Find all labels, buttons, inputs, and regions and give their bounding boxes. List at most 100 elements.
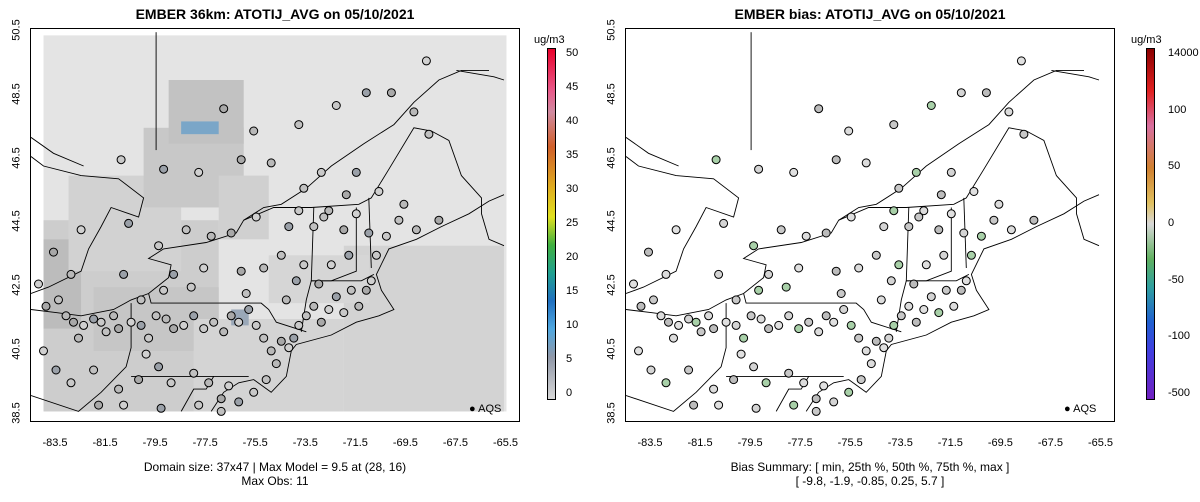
aqs-site-marker-icon <box>134 375 144 385</box>
aqs-site-marker-icon <box>204 378 214 388</box>
aqs-site-marker-icon <box>754 285 764 295</box>
aqs-site-marker-icon <box>844 387 854 397</box>
aqs-site-marker-icon <box>351 167 361 177</box>
aqs-site-marker-icon <box>839 305 849 314</box>
aqs-site-marker-icon <box>434 215 444 225</box>
aqs-site-marker-icon <box>761 378 771 388</box>
aqs-site-marker-icon <box>819 381 829 391</box>
boundary-line <box>838 127 1100 247</box>
model-grid-cell <box>218 175 269 240</box>
left-colorbar-label: 10 <box>566 319 579 331</box>
aqs-site-marker-icon <box>234 397 244 407</box>
aqs-site-marker-icon <box>889 120 899 130</box>
right-x-tick-label: -71.5 <box>937 437 963 449</box>
aqs-site-marker-icon <box>669 333 678 343</box>
aqs-site-marker-icon <box>644 247 653 257</box>
right-colorbar <box>1146 48 1155 400</box>
left-y-tick-label: 46.5 <box>10 146 23 169</box>
left-y-tick-label: 38.5 <box>10 401 23 424</box>
right-x-tick-label: -67.5 <box>1037 437 1063 449</box>
right-caption-line2: [ -9.8, -1.9, -0.85, 0.25, 5.7 ] <box>795 474 945 488</box>
aqs-site-marker-icon <box>89 365 99 375</box>
aqs-site-marker-icon <box>911 317 921 327</box>
aqs-site-marker-icon <box>691 317 701 327</box>
aqs-site-marker-icon <box>169 324 179 334</box>
aqs-site-marker-icon <box>244 305 254 314</box>
right-map-frame: ● AQS <box>625 28 1115 422</box>
right-y-tick-label: 46.5 <box>605 146 618 169</box>
aqs-site-marker-icon <box>151 311 161 321</box>
aqs-site-marker-icon <box>361 88 371 98</box>
left-colorbar-label: 5 <box>566 353 573 365</box>
aqs-site-marker-icon <box>804 317 814 327</box>
aqs-site-marker-icon <box>271 359 281 369</box>
aqs-site-marker-icon <box>961 276 971 286</box>
right-colorbar-label: 50 <box>1168 160 1181 173</box>
aqs-site-marker-icon <box>216 406 226 416</box>
aqs-site-marker-icon <box>836 289 846 298</box>
aqs-site-marker-icon <box>276 336 286 346</box>
aqs-site-marker-icon <box>324 305 334 314</box>
aqs-site-marker-icon <box>689 400 699 410</box>
aqs-site-marker-icon <box>309 301 319 311</box>
aqs-site-marker-icon <box>919 206 929 216</box>
aqs-site-marker-icon <box>844 126 854 136</box>
aqs-site-marker-icon <box>969 187 979 196</box>
aqs-site-marker-icon <box>309 222 319 232</box>
boundary-line <box>905 207 952 282</box>
aqs-site-marker-icon <box>74 333 83 343</box>
aqs-site-marker-icon <box>189 311 199 321</box>
aqs-site-marker-icon <box>224 381 234 391</box>
right-x-tick-label: -77.5 <box>787 437 813 449</box>
aqs-site-marker-icon <box>894 260 904 270</box>
boundary-line <box>1051 69 1100 81</box>
aqs-site-marker-icon <box>871 336 881 346</box>
aqs-site-marker-icon <box>136 320 146 330</box>
left-map-frame: ● AQS <box>30 28 520 422</box>
aqs-site-marker-icon <box>299 183 309 193</box>
aqs-site-marker-icon <box>126 317 136 327</box>
aqs-site-marker-icon <box>234 317 244 327</box>
aqs-site-marker-icon <box>814 327 824 337</box>
aqs-site-marker-icon <box>649 295 658 305</box>
aqs-site-marker-icon <box>364 228 374 238</box>
aqs-legend-dot-icon: ● <box>1064 403 1071 415</box>
aqs-site-marker-icon <box>89 314 99 324</box>
left-y-tick-label: 44.5 <box>10 210 23 233</box>
aqs-site-marker-icon <box>281 295 291 305</box>
aqs-site-marker-icon <box>946 167 956 177</box>
aqs-site-marker-icon <box>981 88 991 98</box>
aqs-site-marker-icon <box>794 324 804 334</box>
boundary-line <box>148 293 307 333</box>
boundary-line <box>310 207 357 282</box>
aqs-site-marker-icon <box>919 305 929 314</box>
aqs-site-marker-icon <box>696 327 706 337</box>
aqs-site-marker-icon <box>811 406 821 416</box>
boundary-line <box>743 293 902 333</box>
aqs-site-marker-icon <box>374 187 384 196</box>
aqs-site-marker-icon <box>764 324 774 334</box>
aqs-site-marker-icon <box>351 209 361 219</box>
aqs-site-marker-icon <box>51 365 61 375</box>
right-legend: ● AQS <box>1064 403 1096 415</box>
left-colorbar-label: 45 <box>566 81 579 93</box>
aqs-site-marker-icon <box>1016 56 1026 66</box>
left-colorbar-unit: ug/m3 <box>534 34 565 46</box>
aqs-site-marker-icon <box>1029 215 1039 225</box>
aqs-site-marker-icon <box>339 225 349 235</box>
aqs-site-marker-icon <box>731 320 741 330</box>
aqs-site-marker-icon <box>101 327 111 337</box>
aqs-site-marker-icon <box>671 225 681 235</box>
aqs-site-marker-icon <box>209 317 219 327</box>
aqs-site-marker-icon <box>936 190 946 200</box>
right-colorbar-label: -50 <box>1168 273 1184 286</box>
aqs-site-marker-icon <box>966 250 976 260</box>
aqs-site-marker-icon <box>889 206 899 216</box>
aqs-site-marker-icon <box>794 263 804 273</box>
aqs-site-marker-icon <box>889 320 899 330</box>
aqs-site-marker-icon <box>381 231 391 241</box>
left-y-tick-label: 42.5 <box>10 274 23 296</box>
boundary-line <box>626 303 727 412</box>
aqs-site-marker-icon <box>199 324 209 334</box>
aqs-site-marker-icon <box>154 241 164 251</box>
